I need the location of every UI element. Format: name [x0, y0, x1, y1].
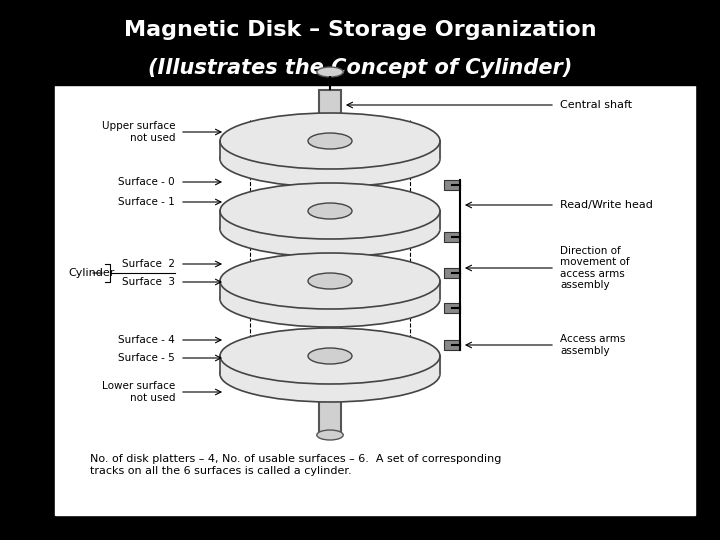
Polygon shape — [220, 211, 308, 229]
Text: Surface - 1: Surface - 1 — [118, 197, 175, 207]
FancyBboxPatch shape — [444, 340, 460, 350]
Text: Surface - 5: Surface - 5 — [118, 353, 175, 363]
Polygon shape — [220, 281, 308, 299]
Text: Direction of
movement of
access arms
assembly: Direction of movement of access arms ass… — [560, 246, 629, 291]
Ellipse shape — [308, 133, 352, 149]
Text: Cylinder: Cylinder — [68, 268, 114, 278]
Ellipse shape — [220, 271, 440, 327]
Text: (Illustrates the Concept of Cylinder): (Illustrates the Concept of Cylinder) — [148, 58, 572, 78]
Polygon shape — [352, 356, 440, 374]
Text: Upper surface
not used: Upper surface not used — [102, 121, 175, 143]
FancyBboxPatch shape — [444, 268, 460, 278]
Ellipse shape — [308, 203, 352, 219]
Text: Central shaft: Central shaft — [560, 100, 632, 110]
Text: Surface - 0: Surface - 0 — [118, 177, 175, 187]
Ellipse shape — [220, 328, 440, 384]
Text: Access arms
assembly: Access arms assembly — [560, 334, 626, 356]
Text: Surface  2: Surface 2 — [122, 259, 175, 269]
Text: Lower surface
not used: Lower surface not used — [102, 381, 175, 403]
Ellipse shape — [220, 201, 440, 257]
Ellipse shape — [317, 430, 343, 440]
FancyBboxPatch shape — [444, 303, 460, 313]
FancyBboxPatch shape — [0, 0, 720, 85]
FancyBboxPatch shape — [55, 25, 695, 515]
Text: Surface  3: Surface 3 — [122, 277, 175, 287]
Polygon shape — [352, 281, 440, 299]
Ellipse shape — [317, 67, 343, 77]
Ellipse shape — [308, 273, 352, 289]
Text: Surface - 4: Surface - 4 — [118, 335, 175, 345]
Ellipse shape — [220, 183, 440, 239]
Polygon shape — [220, 356, 308, 374]
Ellipse shape — [308, 348, 352, 364]
Text: No. of disk platters – 4, No. of usable surfaces – 6.  A set of corresponding
tr: No. of disk platters – 4, No. of usable … — [90, 454, 501, 476]
FancyBboxPatch shape — [444, 232, 460, 242]
Text: Read/Write head: Read/Write head — [560, 200, 653, 210]
Ellipse shape — [220, 346, 440, 402]
Ellipse shape — [220, 131, 440, 187]
Polygon shape — [220, 141, 308, 159]
Text: Magnetic Disk – Storage Organization: Magnetic Disk – Storage Organization — [124, 20, 596, 40]
Polygon shape — [352, 141, 440, 159]
FancyBboxPatch shape — [444, 180, 460, 190]
Polygon shape — [352, 211, 440, 229]
FancyBboxPatch shape — [319, 90, 341, 435]
Ellipse shape — [220, 113, 440, 169]
Ellipse shape — [220, 253, 440, 309]
